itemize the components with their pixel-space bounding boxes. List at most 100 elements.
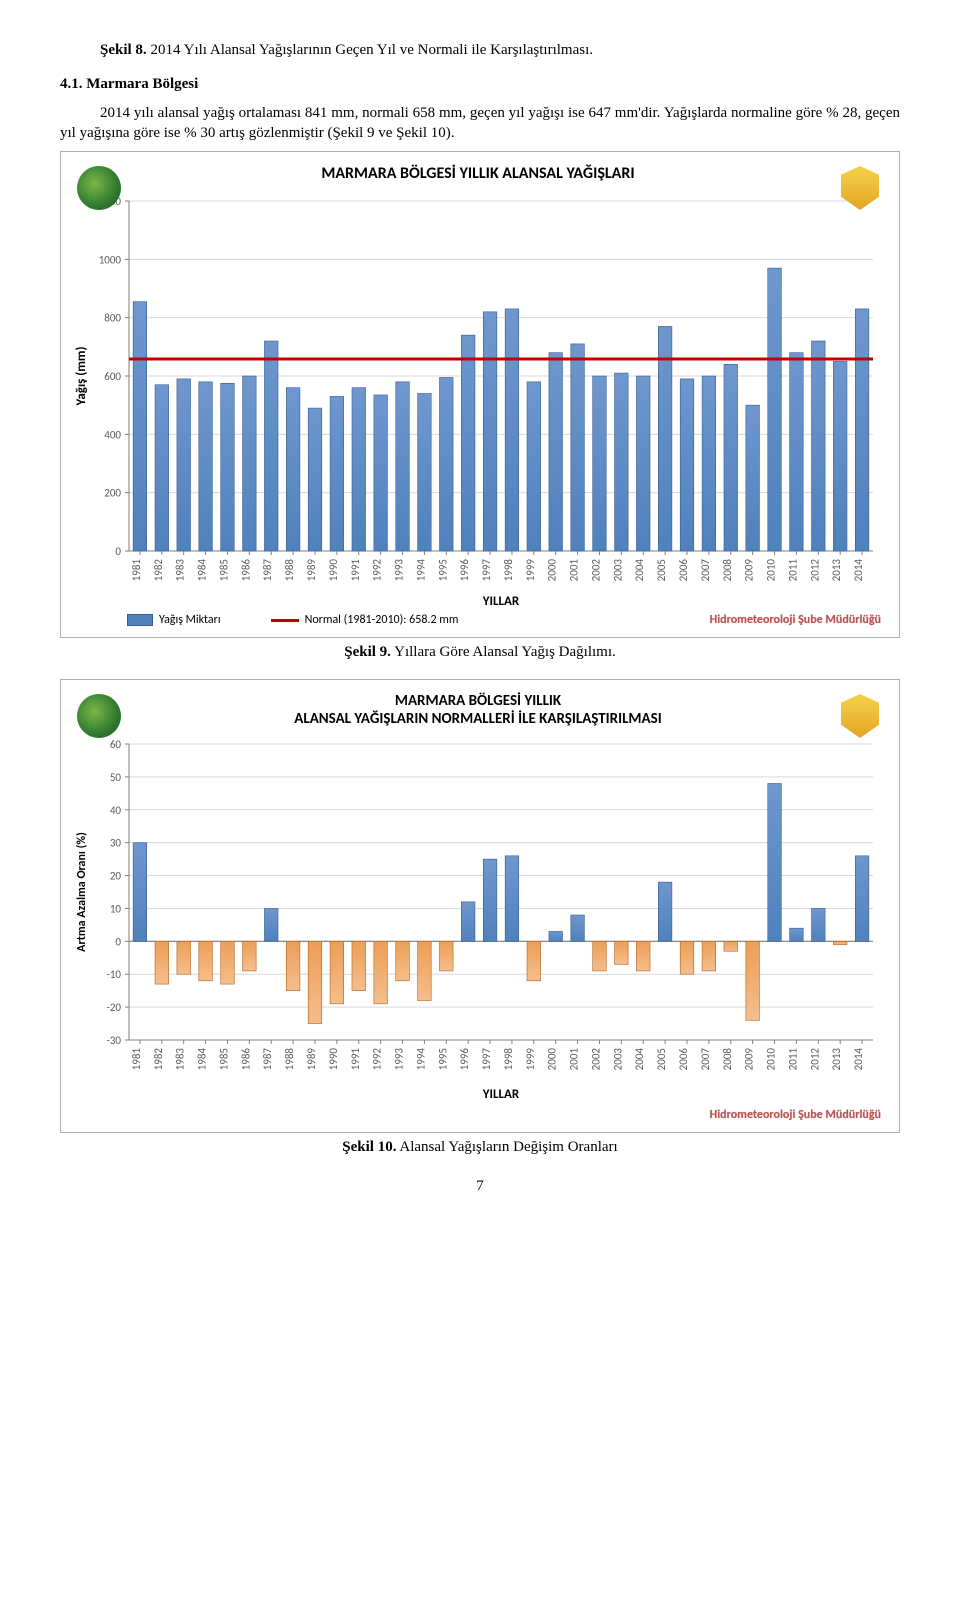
svg-text:1989: 1989 bbox=[305, 1048, 318, 1071]
svg-text:1996: 1996 bbox=[458, 559, 471, 582]
svg-text:2010: 2010 bbox=[765, 1048, 778, 1071]
caption-sekil9: Şekil 9. Yıllara Göre Alansal Yağış Dağı… bbox=[60, 644, 900, 661]
sekil8-label: Şekil 8. bbox=[100, 42, 147, 58]
svg-text:2011: 2011 bbox=[786, 559, 799, 582]
svg-text:30: 30 bbox=[110, 837, 122, 850]
svg-text:2002: 2002 bbox=[589, 559, 602, 582]
svg-text:600: 600 bbox=[104, 370, 121, 383]
svg-text:2013: 2013 bbox=[830, 559, 843, 582]
svg-text:Yağış (mm): Yağış (mm) bbox=[74, 346, 89, 406]
sekil8-line: Şekil 8. 2014 Yılı Alansal Yağışlarının … bbox=[60, 40, 900, 60]
svg-text:2004: 2004 bbox=[633, 559, 646, 582]
chart1-svg: 0200400600800100012001981198219831984198… bbox=[67, 191, 887, 611]
svg-text:1992: 1992 bbox=[371, 559, 384, 582]
svg-text:1993: 1993 bbox=[393, 1048, 406, 1071]
svg-text:1993: 1993 bbox=[393, 559, 406, 582]
svg-text:1988: 1988 bbox=[283, 1048, 296, 1071]
svg-text:1985: 1985 bbox=[217, 1048, 230, 1070]
bar-swatch-icon bbox=[127, 614, 153, 626]
svg-text:2009: 2009 bbox=[743, 1048, 756, 1071]
svg-text:2007: 2007 bbox=[699, 559, 712, 582]
svg-text:2014: 2014 bbox=[852, 1048, 865, 1071]
svg-text:2005: 2005 bbox=[655, 1048, 668, 1070]
svg-text:1992: 1992 bbox=[371, 1048, 384, 1071]
svg-text:1983: 1983 bbox=[174, 1048, 187, 1071]
svg-text:2006: 2006 bbox=[677, 1048, 690, 1071]
legend-line-label: Normal (1981-2010): 658.2 mm bbox=[305, 613, 459, 627]
ministry-logo-icon bbox=[77, 694, 121, 738]
svg-text:1995: 1995 bbox=[436, 1048, 449, 1070]
svg-text:1999: 1999 bbox=[524, 1048, 537, 1071]
svg-text:YILLAR: YILLAR bbox=[482, 1087, 520, 1102]
svg-text:1990: 1990 bbox=[327, 1048, 340, 1071]
svg-text:1984: 1984 bbox=[196, 1048, 209, 1071]
svg-text:1981: 1981 bbox=[130, 559, 143, 582]
svg-text:1991: 1991 bbox=[349, 559, 362, 582]
svg-text:2001: 2001 bbox=[568, 1048, 581, 1071]
cap9-bold: Şekil 9. bbox=[344, 644, 391, 660]
svg-text:1998: 1998 bbox=[502, 559, 515, 582]
svg-text:50: 50 bbox=[110, 771, 122, 784]
svg-text:1984: 1984 bbox=[196, 559, 209, 582]
svg-text:2012: 2012 bbox=[808, 1048, 821, 1071]
svg-text:2008: 2008 bbox=[721, 1048, 734, 1071]
svg-text:1985: 1985 bbox=[217, 559, 230, 581]
svg-text:Artma Azalma Oranı (%): Artma Azalma Oranı (%) bbox=[75, 832, 89, 952]
cap9-rest: Yıllara Göre Alansal Yağış Dağılımı. bbox=[391, 644, 616, 660]
svg-text:0: 0 bbox=[115, 935, 121, 948]
svg-text:1995: 1995 bbox=[436, 559, 449, 581]
svg-text:0: 0 bbox=[115, 545, 121, 558]
svg-text:-10: -10 bbox=[106, 968, 121, 981]
chart1-container: MARMARA BÖLGESİ YILLIK ALANSAL YAĞIŞLARI… bbox=[60, 151, 900, 638]
svg-text:2010: 2010 bbox=[765, 559, 778, 582]
chart1-footer-note: Hidrometeoroloji Şube Müdürlüğü bbox=[710, 613, 881, 627]
svg-text:1988: 1988 bbox=[283, 559, 296, 582]
svg-text:2002: 2002 bbox=[589, 1048, 602, 1071]
page-number: 7 bbox=[60, 1178, 900, 1195]
svg-text:1994: 1994 bbox=[414, 559, 427, 582]
svg-text:-30: -30 bbox=[106, 1034, 121, 1047]
svg-text:2008: 2008 bbox=[721, 559, 734, 582]
chart2-title: MARMARA BÖLGESİ YILLIK ALANSAL YAĞIŞLARI… bbox=[67, 688, 889, 732]
caption-sekil10: Şekil 10. Alansal Yağışların Değişim Ora… bbox=[60, 1139, 900, 1156]
svg-text:1997: 1997 bbox=[480, 559, 493, 582]
svg-text:200: 200 bbox=[104, 487, 121, 500]
svg-text:1986: 1986 bbox=[239, 1048, 252, 1071]
legend-bar-label: Yağış Miktarı bbox=[159, 613, 221, 627]
svg-text:1991: 1991 bbox=[349, 1048, 362, 1071]
cap10-rest: Alansal Yağışların Değişim Oranları bbox=[396, 1139, 617, 1155]
svg-text:2006: 2006 bbox=[677, 559, 690, 582]
svg-text:1990: 1990 bbox=[327, 559, 340, 582]
svg-text:40: 40 bbox=[110, 804, 122, 817]
legend-bar: Yağış Miktarı bbox=[127, 613, 221, 627]
paragraph-1: 2014 yılı alansal yağış ortalaması 841 m… bbox=[60, 103, 900, 144]
svg-text:1000: 1000 bbox=[99, 253, 122, 266]
svg-text:1987: 1987 bbox=[261, 1048, 274, 1071]
svg-text:2004: 2004 bbox=[633, 1048, 646, 1071]
chart1-legend: Yağış Miktarı Normal (1981-2010): 658.2 … bbox=[67, 611, 889, 631]
svg-text:2013: 2013 bbox=[830, 1048, 843, 1071]
heading-4-1: 4.1. Marmara Bölgesi bbox=[60, 74, 900, 94]
svg-text:2003: 2003 bbox=[611, 559, 624, 582]
svg-text:1982: 1982 bbox=[152, 559, 165, 582]
svg-text:-20: -20 bbox=[106, 1001, 121, 1014]
chart2-title-l2: ALANSAL YAĞIŞLARIN NORMALLERİ İLE KARŞIL… bbox=[117, 710, 839, 728]
svg-text:400: 400 bbox=[104, 428, 121, 441]
svg-text:2003: 2003 bbox=[611, 1048, 624, 1071]
svg-text:2000: 2000 bbox=[546, 559, 559, 582]
svg-text:2011: 2011 bbox=[786, 1048, 799, 1071]
svg-text:1986: 1986 bbox=[239, 559, 252, 582]
svg-text:1987: 1987 bbox=[261, 559, 274, 582]
svg-text:800: 800 bbox=[104, 312, 121, 325]
chart1-title: MARMARA BÖLGESİ YILLIK ALANSAL YAĞIŞLARI bbox=[67, 160, 889, 187]
svg-text:2014: 2014 bbox=[852, 559, 865, 582]
svg-text:20: 20 bbox=[110, 870, 122, 883]
chart2-footer-note: Hidrometeoroloji Şube Müdürlüğü bbox=[710, 1108, 881, 1122]
svg-text:1981: 1981 bbox=[130, 1048, 143, 1071]
svg-text:2000: 2000 bbox=[546, 1048, 559, 1071]
svg-text:1982: 1982 bbox=[152, 1048, 165, 1071]
svg-text:60: 60 bbox=[110, 738, 122, 751]
svg-text:10: 10 bbox=[110, 902, 122, 915]
chart2-title-l1: MARMARA BÖLGESİ YILLIK bbox=[117, 692, 839, 710]
svg-text:1996: 1996 bbox=[458, 1048, 471, 1071]
